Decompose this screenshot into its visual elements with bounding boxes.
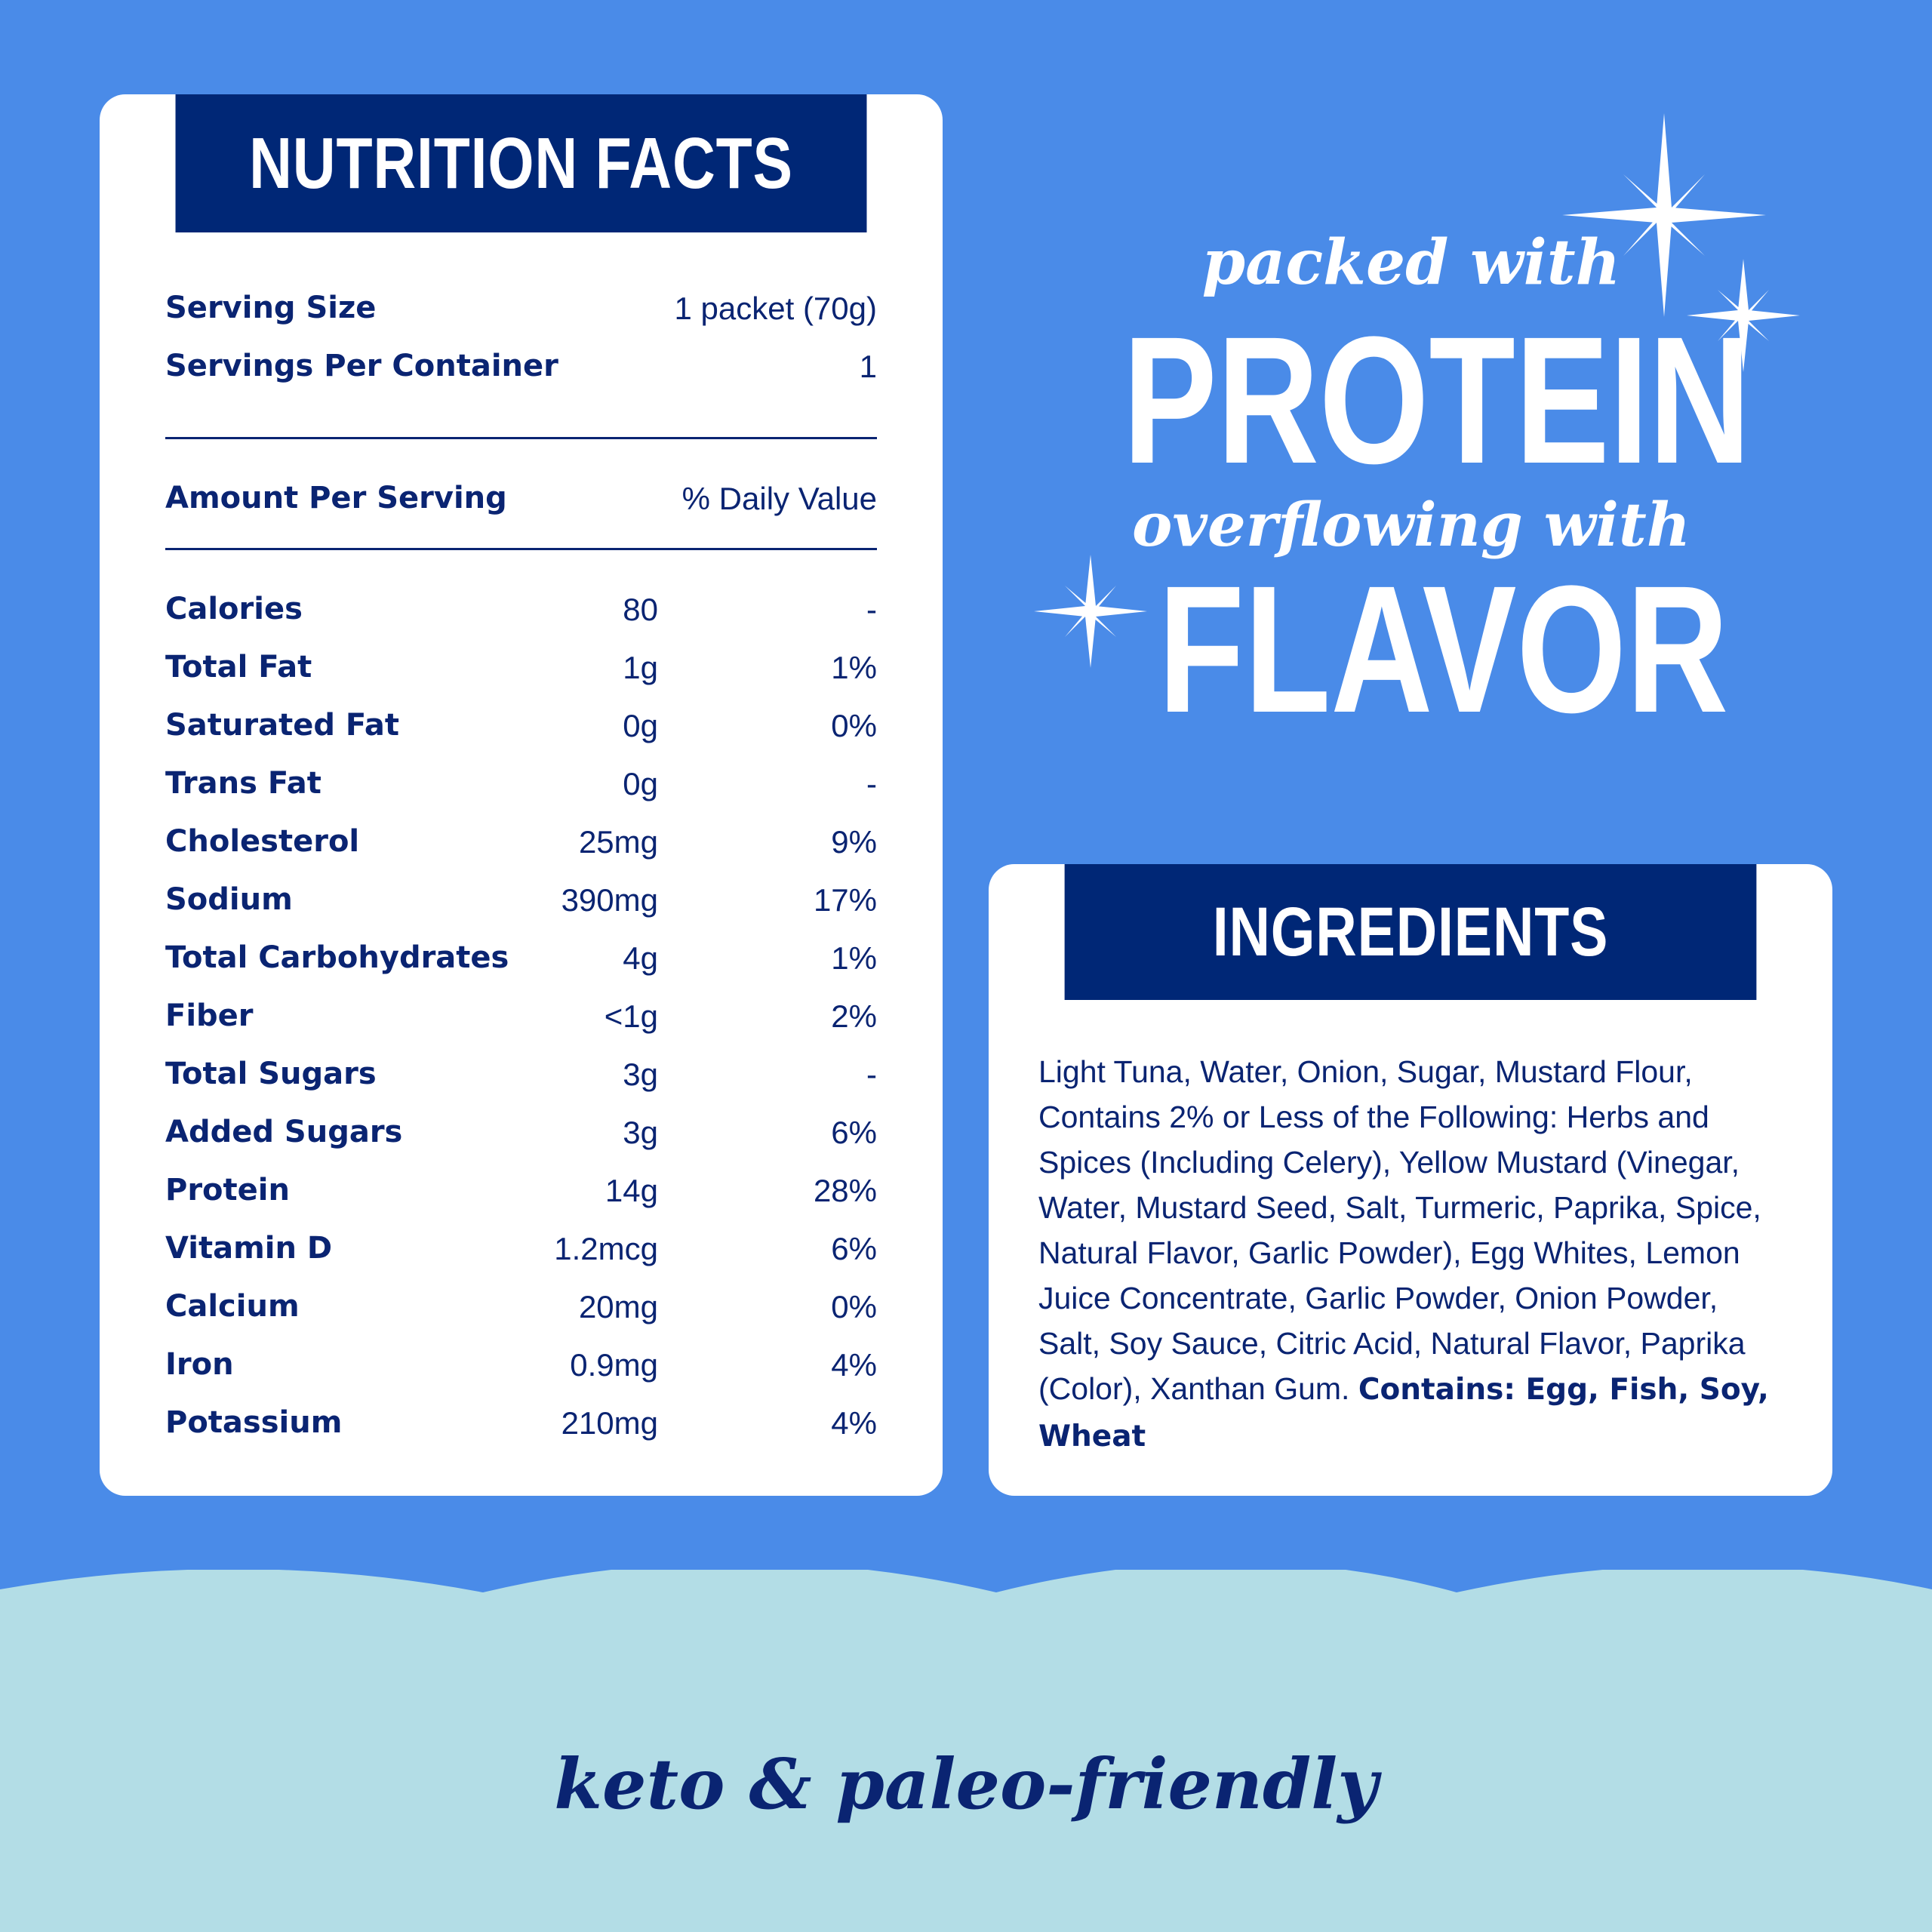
nutrient-amount: 0.9mg (570, 1347, 658, 1383)
amount-header-row: Amount Per Serving % Daily Value (165, 481, 877, 539)
nutrient-label: Total Carbohydrates (165, 940, 509, 975)
ingredients-list: Light Tuna, Water, Onion, Sugar, Mustard… (1038, 1054, 1761, 1406)
nutrient-label: Potassium (165, 1405, 343, 1440)
sparkle-star-icon (1562, 113, 1766, 317)
sparkle-star-icon (1034, 555, 1147, 668)
nutrient-daily-value: 0% (831, 1289, 877, 1324)
nutrient-row: Cholesterol 25mg 9% (165, 824, 877, 882)
nutrient-daily-value: - (866, 1057, 877, 1092)
nutrient-label: Saturated Fat (165, 708, 400, 743)
servings-per-container-label: Servings Per Container (165, 349, 558, 383)
nutrient-daily-value: 1% (831, 650, 877, 685)
ingredients-card: INGREDIENTS Light Tuna, Water, Onion, Su… (989, 864, 1832, 1496)
nutrient-amount: 390mg (561, 882, 658, 918)
nutrient-label: Trans Fat (165, 766, 321, 801)
nutrient-daily-value: 1% (831, 940, 877, 976)
nutrient-row: Saturated Fat 0g 0% (165, 708, 877, 766)
daily-value-label: % Daily Value (681, 481, 877, 516)
nutrient-row: Total Sugars 3g - (165, 1057, 877, 1115)
nutrition-facts-body: Serving Size 1 packet (70g) Servings Per… (165, 232, 877, 1463)
nutrient-daily-value: 2% (831, 998, 877, 1034)
servings-per-container-value: 1 (859, 349, 877, 384)
nutrition-facts-title: NUTRITION FACTS (175, 94, 867, 232)
nutrient-amount: 3g (623, 1115, 658, 1150)
nutrient-daily-value: 6% (831, 1115, 877, 1150)
allergen-statement: Contains: Egg, Fish, Soy, Wheat (1038, 1373, 1769, 1454)
nutrient-daily-value: - (866, 766, 877, 801)
footer-wave-background (0, 1570, 1932, 1932)
divider (165, 548, 877, 550)
headline-line-2: PROTEIN (1122, 299, 1751, 501)
nutrient-amount: 1.2mcg (554, 1231, 658, 1266)
nutrient-amount: 20mg (578, 1289, 658, 1324)
nutrient-amount: 80 (623, 592, 658, 627)
nutrient-daily-value: 4% (831, 1405, 877, 1441)
nutrient-amount: 210mg (561, 1405, 658, 1441)
nutrient-row: Potassium 210mg 4% (165, 1405, 877, 1463)
nutrient-daily-value: 0% (831, 708, 877, 743)
nutrient-row: Trans Fat 0g - (165, 766, 877, 824)
divider (165, 437, 877, 439)
nutrient-row: Calories 80 - (165, 592, 877, 650)
nutrient-label: Vitamin D (165, 1231, 333, 1266)
ingredients-title: INGREDIENTS (1064, 864, 1757, 1000)
nutrient-amount: <1g (604, 998, 658, 1034)
headline-line-1: packed with (1201, 226, 1621, 299)
nutrient-daily-value: - (866, 592, 877, 627)
nutrient-amount: 0g (623, 766, 658, 801)
nutrient-daily-value: 17% (813, 882, 877, 918)
nutrient-label: Total Sugars (165, 1057, 377, 1091)
nutrient-amount: 0g (623, 708, 658, 743)
nutrient-amount: 25mg (578, 824, 658, 860)
nutrient-label: Cholesterol (165, 824, 360, 859)
nutrient-list: Calories 80 - Total Fat 1g 1% Saturated Fat 0g 0… (165, 592, 877, 1463)
nutrient-amount: 4g (623, 940, 658, 976)
nutrient-label: Fiber (165, 998, 254, 1033)
nutrient-label: Calcium (165, 1289, 300, 1324)
headline-line-4: FLAVOR (1158, 548, 1729, 750)
nutrient-row: Added Sugars 3g 6% (165, 1115, 877, 1173)
nutrient-daily-value: 28% (813, 1173, 877, 1208)
nutrient-row: Total Carbohydrates 4g 1% (165, 940, 877, 998)
serving-size-row: Serving Size 1 packet (70g) (165, 291, 877, 349)
nutrient-row: Vitamin D 1.2mcg 6% (165, 1231, 877, 1289)
nutrient-label: Total Fat (165, 650, 312, 685)
nutrient-label: Protein (165, 1173, 290, 1208)
nutrient-row: Fiber <1g 2% (165, 998, 877, 1057)
nutrient-daily-value: 9% (831, 824, 877, 860)
amount-per-serving-label: Amount Per Serving (165, 481, 507, 515)
footer-tagline: keto & paleo-friendly (554, 1743, 1378, 1825)
serving-size-value: 1 packet (70g) (674, 291, 878, 326)
nutrient-label: Calories (165, 592, 303, 626)
nutrient-row: Total Fat 1g 1% (165, 650, 877, 708)
headline-line-3: overflowing with (1132, 489, 1690, 560)
nutrient-label: Iron (165, 1347, 234, 1382)
nutrient-row: Calcium 20mg 0% (165, 1289, 877, 1347)
nutrition-facts-card: NUTRITION FACTS Serving Size 1 packet (7… (100, 94, 943, 1496)
nutrient-row: Sodium 390mg 17% (165, 882, 877, 940)
nutrient-label: Added Sugars (165, 1115, 403, 1149)
nutrient-daily-value: 6% (831, 1231, 877, 1266)
nutrient-amount: 14g (605, 1173, 658, 1208)
sparkle-star-icon (1687, 259, 1800, 372)
servings-per-container-row: Servings Per Container 1 (165, 349, 877, 407)
serving-size-label: Serving Size (165, 291, 377, 325)
nutrient-row: Iron 0.9mg 4% (165, 1347, 877, 1405)
nutrient-amount: 3g (623, 1057, 658, 1092)
nutrient-amount: 1g (623, 650, 658, 685)
ingredients-text: Light Tuna, Water, Onion, Sugar, Mustard… (1038, 1049, 1783, 1460)
nutrient-label: Sodium (165, 882, 293, 917)
nutrient-row: Protein 14g 28% (165, 1173, 877, 1231)
nutrient-daily-value: 4% (831, 1347, 877, 1383)
